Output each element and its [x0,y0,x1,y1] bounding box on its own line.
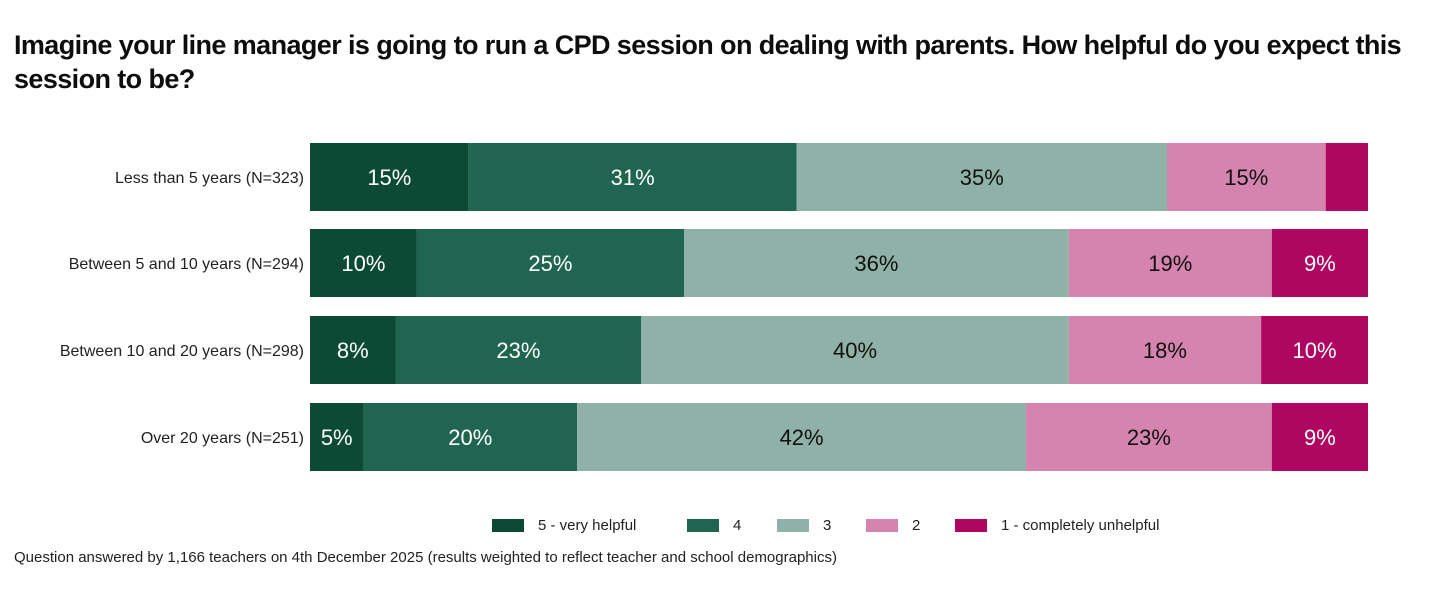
bar-segment [310,143,469,211]
legend-swatch [955,519,987,532]
data-label: 35% [960,165,1004,190]
legend-label: 3 [823,517,832,534]
legend-swatch [492,519,524,532]
chart-title: Imagine your line manager is going to ru… [14,30,1402,94]
data-label: 20% [448,425,492,450]
bar-segment [1166,143,1326,211]
data-label: 42% [780,425,824,450]
bar-segment [395,316,642,384]
bar-segment [1026,403,1272,471]
bar-row: 5% 20% 42% 23% 9% [310,403,1368,471]
bar-segment [641,316,1069,384]
bar-segment [1271,403,1368,471]
data-label: 10% [1293,338,1337,363]
bar-segment [310,316,396,384]
bar-segment [577,403,1027,471]
category-label: Between 10 and 20 years (N=298) [60,343,304,360]
bar-segment [1271,229,1368,297]
bar-segment [1068,316,1262,384]
bar-row: 15% 31% 35% 15% [310,143,1368,211]
category-label: Less than 5 years (N=323) [115,170,304,187]
legend-item: 3 [777,517,831,534]
bar-segment [796,143,1167,211]
category-label: Between 5 and 10 years (N=294) [69,256,304,273]
data-label: 15% [1224,165,1268,190]
category-axis-labels: Less than 5 years (N=323) Between 5 and 1… [60,170,304,447]
legend: 5 - very helpful 4 3 2 1 - completely unhelp… [0,517,1440,539]
data-label: 18% [1143,338,1187,363]
footnote: Question answered by 1,166 teachers on 4… [14,549,837,566]
legend-swatch [777,519,809,532]
data-label: 8% [337,338,369,363]
bar-row: 10% 25% 36% 19% 9% [310,229,1368,297]
bar-segment [468,143,797,211]
bar-segment [310,229,417,297]
legend-label: 2 [912,517,921,534]
bar-segment [1325,143,1368,211]
bars: 15% 31% 35% 15% 10% 25% 36% 19% 9% 8% 23% 40% 18% 10%… [310,143,1368,471]
data-label: 23% [1127,425,1171,450]
legend-item: 2 [866,517,920,534]
data-label: 23% [496,338,540,363]
bar-segment [1068,229,1272,297]
data-label: 9% [1304,425,1336,450]
legend-swatch [866,519,898,532]
category-label: Over 20 years (N=251) [141,430,304,447]
bar-segment [416,229,685,297]
bar-segment [310,403,364,471]
data-label: 9% [1304,251,1336,276]
data-label: 5% [321,425,353,450]
data-label: 31% [611,165,655,190]
data-label: 40% [833,338,877,363]
legend-item: 5 - very helpful [492,517,636,534]
data-label: 25% [528,251,572,276]
bar-row: 8% 23% 40% 18% 10% [310,316,1368,384]
bar-segment [684,229,1069,297]
bar-segment [363,403,578,471]
legend-item: 4 [687,517,741,534]
legend-swatch [687,519,719,532]
legend-item: 1 - completely unhelpful [955,517,1159,534]
data-label: 10% [341,251,385,276]
legend-label: 1 - completely unhelpful [1001,517,1160,534]
bar-segment [1261,316,1368,384]
data-label: 19% [1148,251,1192,276]
legend-label: 5 - very helpful [538,517,637,534]
data-label: 36% [854,251,898,276]
data-label: 15% [367,165,411,190]
legend-label: 4 [733,517,742,534]
